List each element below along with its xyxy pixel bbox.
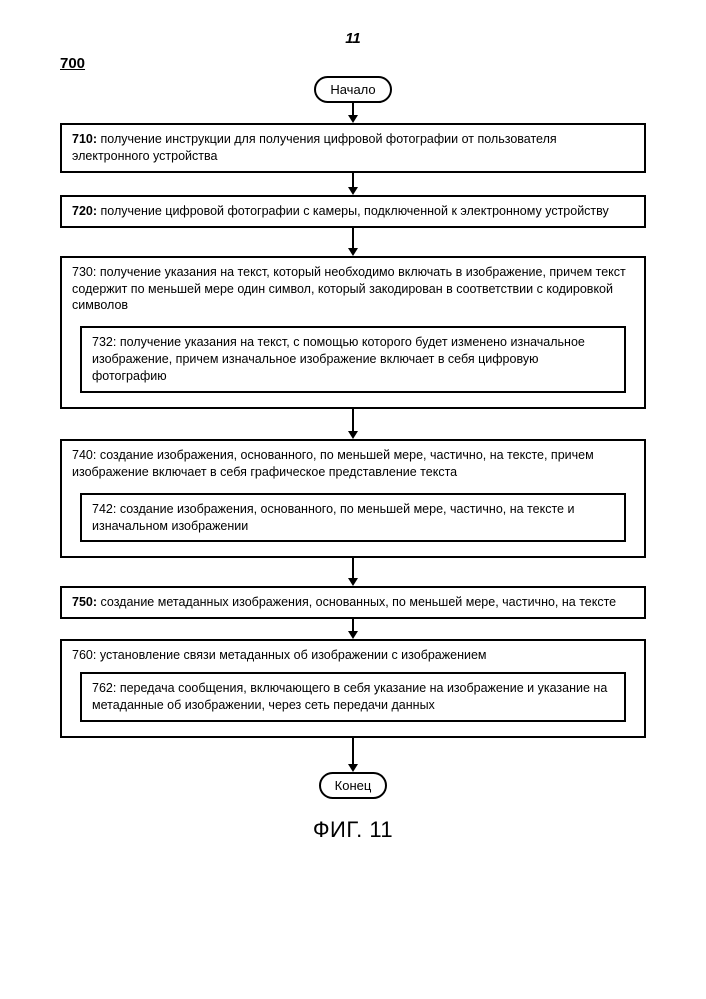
step-num: 750: [72, 595, 97, 609]
step-750-box: 750: создание метаданных изображения, ос… [60, 586, 646, 619]
step-text: создание изображения, основанного, по ме… [72, 448, 594, 479]
step-text: получение указания на текст, с помощью к… [92, 335, 585, 383]
step-num: 732: [92, 335, 116, 349]
figure-caption: ФИГ. 11 [60, 817, 646, 843]
step-760-main: 760: установление связи метаданных об из… [72, 647, 634, 664]
step-num: 710: [72, 132, 97, 146]
step-num: 720: [72, 204, 97, 218]
arrow-icon [60, 103, 646, 123]
step-740-box: 740: создание изображения, основанного, … [60, 439, 646, 559]
step-720-box: 720: получение цифровой фотографии с кам… [60, 195, 646, 228]
step-text: передача сообщения, включающего в себя у… [92, 681, 607, 712]
step-num: 760: [72, 648, 96, 662]
step-730-main: 730: получение указания на текст, которы… [72, 264, 634, 315]
step-732-box: 732: получение указания на текст, с помо… [80, 326, 626, 393]
page: 11 700 Начало 710: получение инструкции … [0, 0, 706, 999]
end-terminal: Конец [319, 772, 388, 799]
step-text: получение инструкции для получения цифро… [72, 132, 557, 163]
step-730-box: 730: получение указания на текст, которы… [60, 256, 646, 409]
step-num: 740: [72, 448, 96, 462]
step-text: создание метаданных изображения, основан… [101, 595, 617, 609]
step-num: 742: [92, 502, 116, 516]
arrow-icon [60, 558, 646, 586]
step-740-main: 740: создание изображения, основанного, … [72, 447, 634, 481]
start-terminal-wrap: Начало [60, 76, 646, 103]
arrow-icon [60, 619, 646, 639]
step-760-box: 760: установление связи метаданных об из… [60, 639, 646, 738]
step-num: 730: [72, 265, 96, 279]
step-text: создание изображения, основанного, по ме… [92, 502, 574, 533]
step-762-box: 762: передача сообщения, включающего в с… [80, 672, 626, 722]
diagram-id: 700 [60, 55, 646, 72]
page-number: 11 [60, 30, 646, 47]
arrow-icon [60, 173, 646, 195]
step-num: 762: [92, 681, 116, 695]
step-710-box: 710: получение инструкции для получения … [60, 123, 646, 173]
arrow-icon [60, 409, 646, 439]
step-text: получение цифровой фотографии с камеры, … [101, 204, 609, 218]
arrow-icon [60, 738, 646, 772]
step-text: получение указания на текст, который нео… [72, 265, 626, 313]
start-terminal: Начало [314, 76, 391, 103]
step-742-box: 742: создание изображения, основанного, … [80, 493, 626, 543]
end-terminal-wrap: Конец [60, 772, 646, 799]
arrow-icon [60, 228, 646, 256]
step-text: установление связи метаданных об изображ… [100, 648, 487, 662]
